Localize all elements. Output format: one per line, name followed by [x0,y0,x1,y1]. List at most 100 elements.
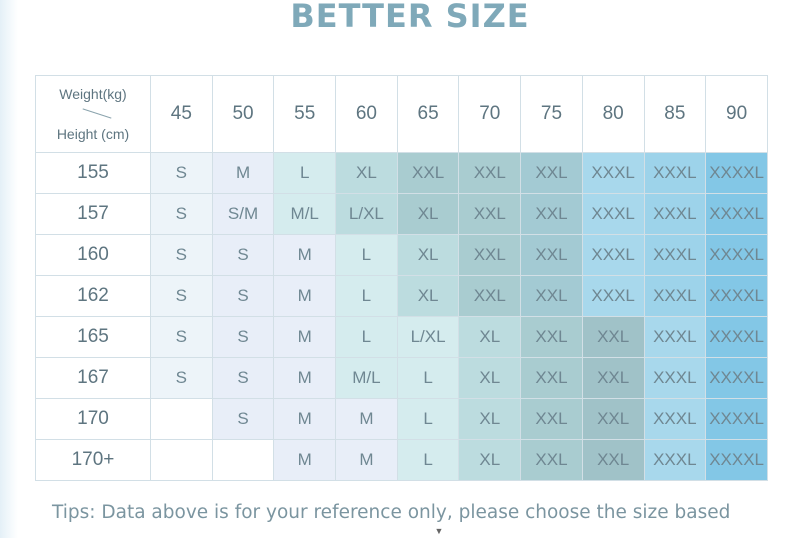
size-cell: L [396,357,460,399]
corner-header-cell: Weight(kg) Height (cm) [35,75,151,153]
size-cell: M [273,398,337,440]
size-cell: XL [458,316,522,358]
size-cell: S [211,398,275,440]
size-cell: XXXL [643,357,707,399]
size-cell: XXXXL [705,193,768,235]
size-cell: XXXXL [705,275,768,317]
size-cell: XXL [520,398,583,440]
weight-header-row: Weight(kg) Height (cm) 45 50 55 60 65 70… [35,75,768,153]
size-cell: XXXXL [705,234,768,276]
size-cell: XXL [458,234,522,276]
size-cell: XL [458,357,522,399]
weight-header-cell: 45 [150,75,213,153]
size-cell: M [335,439,398,481]
size-cell [211,439,275,481]
size-cell: XXXL [581,234,645,276]
height-header-cell: 165 [35,316,151,358]
size-cell: XXL [520,152,583,194]
size-cell: M [335,398,398,440]
size-cell: XXXXL [705,152,768,194]
size-cell: XXL [520,357,583,399]
size-cell: L [273,152,337,194]
size-cell: XL [396,234,460,276]
table-row: 170+ M M L XL XXL XXL XXXL XXXXL [35,439,768,481]
size-table-body: 155 S M L XL XXL XXL XXL XXXL XXXL XXXXL 157 S S/M M/L… [35,152,768,481]
weight-header-cell: 90 [705,75,768,153]
table-row: 165 S S M L L/XL XL XXL XXL XXXL XXXXL [35,316,768,358]
size-cell: XXXL [643,316,707,358]
size-cell: L [335,316,398,358]
left-edge-decoration [0,0,18,538]
size-cell: XXL [520,439,583,481]
size-cell: XXXL [581,152,645,194]
size-cell: XXXXL [705,398,768,440]
size-cell: XXXL [643,152,707,194]
size-cell: XXL [581,357,645,399]
size-cell: L [335,234,398,276]
size-cell: XXL [520,234,583,276]
weight-axis-label: Weight(kg) [59,86,127,102]
size-cell: XL [396,193,460,235]
table-row: 167 S S M M/L L XL XXL XXL XXXL XXXXL [35,357,768,399]
page-title: BETTER SIZE [290,0,530,35]
size-cell: XL [396,275,460,317]
tips-text: Tips: Data above is for your reference o… [52,502,731,523]
size-cell [150,439,213,481]
weight-header-cell: 85 [643,75,707,153]
table-row: 170 S M M L XL XXL XXL XXXL XXXXL [35,398,768,440]
size-cell: S [211,275,275,317]
weight-header-cell: 70 [458,75,522,153]
size-cell: XXL [581,439,645,481]
size-cell: XL [458,398,522,440]
size-cell: M [273,357,337,399]
size-cell: L [396,398,460,440]
size-cell: S/M [211,193,275,235]
size-cell: S [211,316,275,358]
weight-header-cell: 75 [520,75,583,153]
scroll-down-caret-icon: ▼ [434,526,444,536]
size-cell: XXL [581,316,645,358]
size-cell: S [211,357,275,399]
height-header-cell: 167 [35,357,151,399]
height-header-cell: 170 [35,398,151,440]
size-cell: M [211,152,275,194]
size-cell: XXXL [581,193,645,235]
size-cell: XXXL [581,275,645,317]
size-cell: M/L [335,357,398,399]
size-cell: L [396,439,460,481]
table-row: 160 S S M L XL XXL XXL XXXL XXXL XXXXL [35,234,768,276]
size-cell: XXL [396,152,460,194]
table-row: 155 S M L XL XXL XXL XXL XXXL XXXL XXXXL [35,152,768,194]
size-cell: XXL [520,275,583,317]
size-cell: XXXL [643,193,707,235]
size-cell: XXXXL [705,316,768,358]
size-cell: XXXL [643,234,707,276]
size-cell: XXXXL [705,357,768,399]
weight-header-cell: 80 [581,75,645,153]
size-cell: XL [458,439,522,481]
size-cell: M [273,439,337,481]
height-header-cell: 162 [35,275,151,317]
size-cell: XXL [458,152,522,194]
size-cell: XXXXL [705,439,768,481]
size-cell: S [150,357,213,399]
size-cell: S [150,275,213,317]
height-header-cell: 157 [35,193,151,235]
size-cell [150,398,213,440]
size-cell: L/XL [335,193,398,235]
height-axis-label: Height (cm) [56,126,130,142]
size-cell: XXL [458,193,522,235]
size-cell: XXL [581,398,645,440]
size-cell: S [150,316,213,358]
size-cell: XXXL [643,439,707,481]
weight-header-cell: 65 [396,75,460,153]
size-cell: S [211,234,275,276]
height-header-cell: 160 [35,234,151,276]
size-cell: M [273,316,337,358]
size-cell: XXL [520,316,583,358]
height-header-cell: 155 [35,152,151,194]
size-cell: M [273,275,337,317]
size-cell: L/XL [396,316,460,358]
size-cell: XXL [520,193,583,235]
weight-header-cell: 50 [211,75,275,153]
